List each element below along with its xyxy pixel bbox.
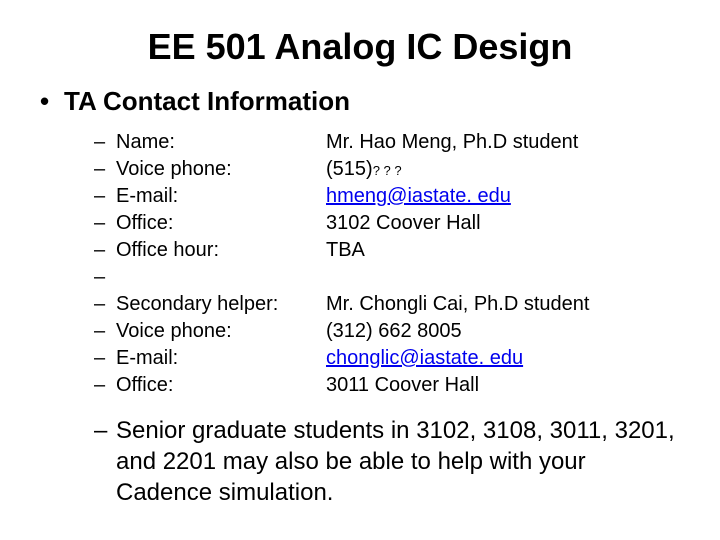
contact-list: – Name: Mr. Hao Meng, Ph.D student – Voi… bbox=[94, 129, 680, 399]
dash-icon: – bbox=[94, 210, 116, 237]
section-heading-text: TA Contact Information bbox=[64, 86, 350, 116]
section-heading: •TA Contact Information bbox=[40, 86, 680, 117]
list-item: – bbox=[94, 264, 680, 291]
list-item: – Name: Mr. Hao Meng, Ph.D student bbox=[94, 129, 680, 156]
slide-title: EE 501 Analog IC Design bbox=[40, 26, 680, 68]
dash-icon: – bbox=[94, 183, 116, 210]
list-item: – Office: 3102 Coover Hall bbox=[94, 210, 680, 237]
field-value: hmeng@iastate. edu bbox=[326, 183, 680, 210]
field-value: Mr. Hao Meng, Ph.D student bbox=[326, 129, 680, 156]
field-value: chonglic@iastate. edu bbox=[326, 345, 680, 372]
bullet-dot: • bbox=[40, 86, 64, 117]
dash-icon: – bbox=[94, 415, 116, 509]
field-label: Office hour: bbox=[116, 237, 326, 264]
dash-icon: – bbox=[94, 345, 116, 372]
list-item: – Office hour: TBA bbox=[94, 237, 680, 264]
list-item: – E-mail: hmeng@iastate. edu bbox=[94, 183, 680, 210]
field-label: Secondary helper: bbox=[116, 291, 326, 318]
footnote: – Senior graduate students in 3102, 3108… bbox=[94, 415, 680, 509]
field-value: Mr. Chongli Cai, Ph.D student bbox=[326, 291, 680, 318]
phone-prefix: (515) bbox=[326, 158, 373, 180]
dash-icon: – bbox=[94, 318, 116, 345]
list-item: – Office: 3011 Coover Hall bbox=[94, 372, 680, 399]
list-item: – Secondary helper: Mr. Chongli Cai, Ph.… bbox=[94, 291, 680, 318]
list-item: – Voice phone: (312) 662 8005 bbox=[94, 318, 680, 345]
dash-icon: – bbox=[94, 156, 116, 183]
dash-icon: – bbox=[94, 372, 116, 399]
list-item: – Voice phone: (515)? ? ? bbox=[94, 156, 680, 183]
phone-unknown: ? ? ? bbox=[373, 163, 402, 178]
field-label: E-mail: bbox=[116, 345, 326, 372]
slide: EE 501 Analog IC Design •TA Contact Info… bbox=[0, 0, 720, 540]
dash-icon: – bbox=[94, 129, 116, 156]
field-label: Office: bbox=[116, 210, 326, 237]
field-label: Voice phone: bbox=[116, 156, 326, 183]
field-label: Office: bbox=[116, 372, 326, 399]
field-value: (515)? ? ? bbox=[326, 156, 680, 183]
field-label: Name: bbox=[116, 129, 326, 156]
field-value: 3011 Coover Hall bbox=[326, 372, 680, 399]
field-value: TBA bbox=[326, 237, 680, 264]
dash-icon: – bbox=[94, 237, 116, 264]
email-link[interactable]: chonglic@iastate. edu bbox=[326, 347, 523, 369]
email-link[interactable]: hmeng@iastate. edu bbox=[326, 185, 511, 207]
field-value: 3102 Coover Hall bbox=[326, 210, 680, 237]
field-label: E-mail: bbox=[116, 183, 326, 210]
dash-icon: – bbox=[94, 291, 116, 318]
dash-icon: – bbox=[94, 264, 116, 291]
field-value: (312) 662 8005 bbox=[326, 318, 680, 345]
footnote-text: Senior graduate students in 3102, 3108, … bbox=[116, 415, 680, 509]
list-item: – E-mail: chonglic@iastate. edu bbox=[94, 345, 680, 372]
field-label: Voice phone: bbox=[116, 318, 326, 345]
